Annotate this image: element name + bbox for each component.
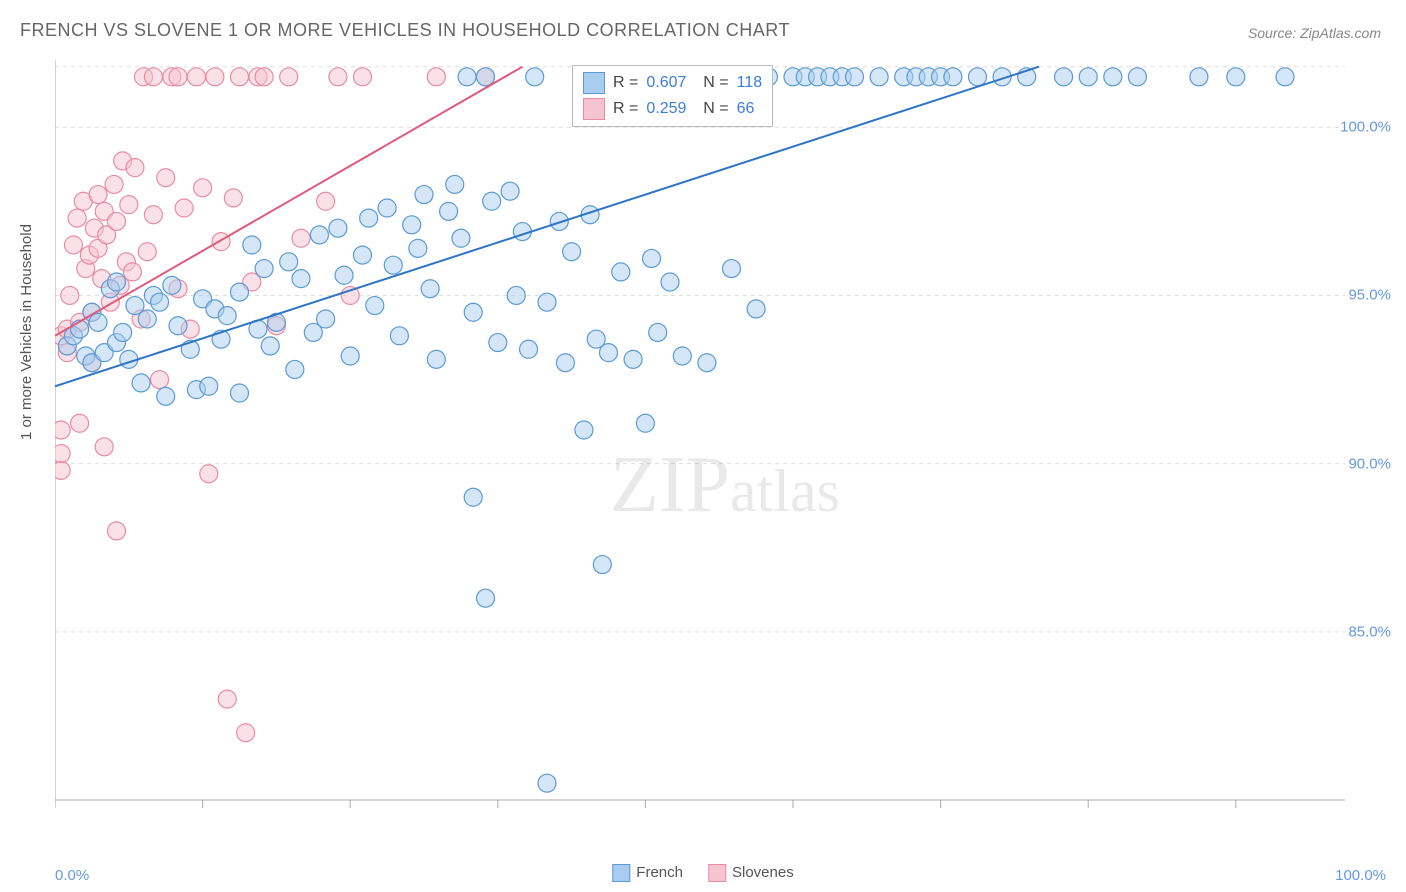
y-tick-label: 85.0%: [1348, 623, 1391, 640]
legend-label: French: [636, 864, 683, 881]
legend-swatch-slovenes: [583, 98, 605, 120]
x-axis-start-label: 0.0%: [55, 867, 89, 884]
scatter-plot: [55, 60, 1345, 830]
x-axis-end-label: 100.0%: [1335, 867, 1386, 884]
legend-row-slovenes: R =0.259 N =66: [583, 96, 762, 122]
legend-item-french: French: [612, 864, 683, 882]
y-tick-label: 100.0%: [1340, 119, 1391, 136]
y-tick-label: 95.0%: [1348, 287, 1391, 304]
chart-title: FRENCH VS SLOVENE 1 OR MORE VEHICLES IN …: [20, 20, 790, 41]
n-value-slovenes: 66: [737, 100, 755, 118]
legend-swatch-icon: [612, 864, 630, 882]
y-axis-label: 1 or more Vehicles in Household: [18, 224, 35, 440]
legend-swatch-french: [583, 72, 605, 94]
legend-row-french: R =0.607 N =118: [583, 70, 762, 96]
r-value-french: 0.607: [646, 74, 686, 92]
r-value-slovenes: 0.259: [646, 100, 686, 118]
correlation-legend: R =0.607 N =118 R =0.259 N =66: [572, 65, 773, 127]
chart-area: [55, 60, 1345, 830]
y-tick-label: 90.0%: [1348, 455, 1391, 472]
legend-item-slovenes: Slovenes: [708, 864, 794, 882]
source-attribution: Source: ZipAtlas.com: [1248, 25, 1381, 41]
series-legend: French Slovenes: [612, 864, 793, 882]
legend-label: Slovenes: [732, 864, 794, 881]
legend-swatch-icon: [708, 864, 726, 882]
n-value-french: 118: [737, 74, 763, 92]
